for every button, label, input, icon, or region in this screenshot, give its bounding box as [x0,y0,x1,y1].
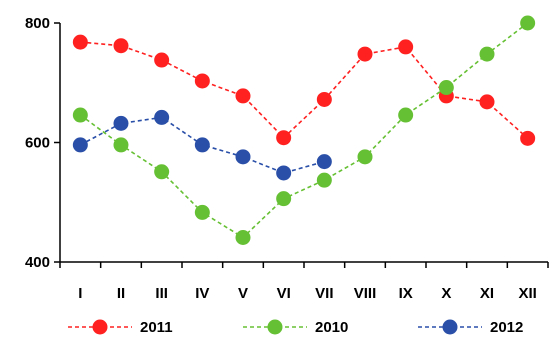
data-point-2012 [235,149,251,165]
data-point-2010 [154,164,170,180]
x-tick-label: IV [195,285,209,302]
x-tick-label: V [238,285,248,302]
y-axis-ticks: 400 600 800 [25,15,60,271]
x-tick-label: IX [399,285,413,302]
data-point-2010 [479,46,495,62]
series-line-2011 [80,41,529,139]
data-point-2011 [357,46,373,62]
legend: 2011 2010 2012 [68,319,523,336]
series-2011 [72,34,536,146]
data-point-2010 [235,230,251,246]
series-line-2010 [79,22,529,239]
data-point-2012 [72,137,88,153]
x-tick-label: VI [277,285,291,302]
data-point-2010 [194,204,210,220]
legend-item-2010: 2010 [243,319,348,336]
legend-label: 2010 [315,319,348,336]
data-point-2011 [520,130,536,146]
series-layer [72,15,536,246]
data-point-2012 [194,137,210,153]
data-point-2010 [316,172,332,188]
data-point-2010 [398,107,414,123]
data-point-2010 [520,15,536,31]
data-point-2011 [72,34,88,50]
data-point-2012 [316,154,332,170]
legend-marker [442,319,458,335]
data-point-2011 [276,130,292,146]
data-point-2010 [113,137,129,153]
series-2012 [72,109,332,181]
data-point-2011 [194,73,210,89]
legend-marker [267,319,283,335]
data-point-2010 [357,149,373,165]
x-tick-label: X [441,285,451,302]
data-point-2010 [438,80,454,96]
data-point-2011 [154,52,170,68]
data-point-2011 [479,94,495,110]
series-2010 [72,15,536,246]
data-point-2011 [398,39,414,55]
x-tick-label: XII [518,285,536,302]
y-tick-label: 600 [25,135,50,152]
x-tick-label: II [117,285,125,302]
data-point-2010 [276,191,292,207]
data-point-2011 [316,91,332,107]
x-tick-label: XI [480,285,494,302]
y-tick-label: 400 [25,254,50,271]
data-point-2012 [154,109,170,125]
legend-item-2012: 2012 [418,319,523,336]
legend-label: 2011 [140,319,173,336]
legend-item-2011: 2011 [68,319,173,336]
x-tick-label: III [155,285,168,302]
x-tick-label: I [78,285,82,302]
axes [59,23,548,263]
x-axis-ticks: I II III IV V VI VII VIII IX X XI XII [59,262,549,302]
x-tick-label: VIII [354,285,377,302]
legend-label: 2012 [490,319,523,336]
data-point-2012 [276,165,292,181]
y-tick-label: 800 [25,15,50,32]
data-point-2012 [113,115,129,131]
data-point-2010 [72,107,88,123]
legend-marker [92,319,108,335]
data-point-2011 [113,38,129,54]
data-point-2011 [235,88,251,104]
x-tick-label: VII [315,285,333,302]
